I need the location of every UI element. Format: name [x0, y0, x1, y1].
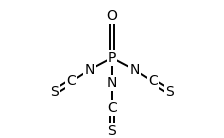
Text: S: S — [166, 85, 174, 99]
Text: O: O — [107, 9, 117, 23]
Text: N: N — [84, 63, 95, 77]
Text: S: S — [108, 124, 116, 138]
Text: C: C — [148, 75, 158, 88]
Text: C: C — [107, 101, 117, 115]
Text: C: C — [66, 75, 76, 88]
Text: S: S — [50, 85, 58, 99]
Text: N: N — [107, 76, 117, 90]
Text: N: N — [129, 63, 140, 77]
Text: P: P — [108, 51, 116, 65]
